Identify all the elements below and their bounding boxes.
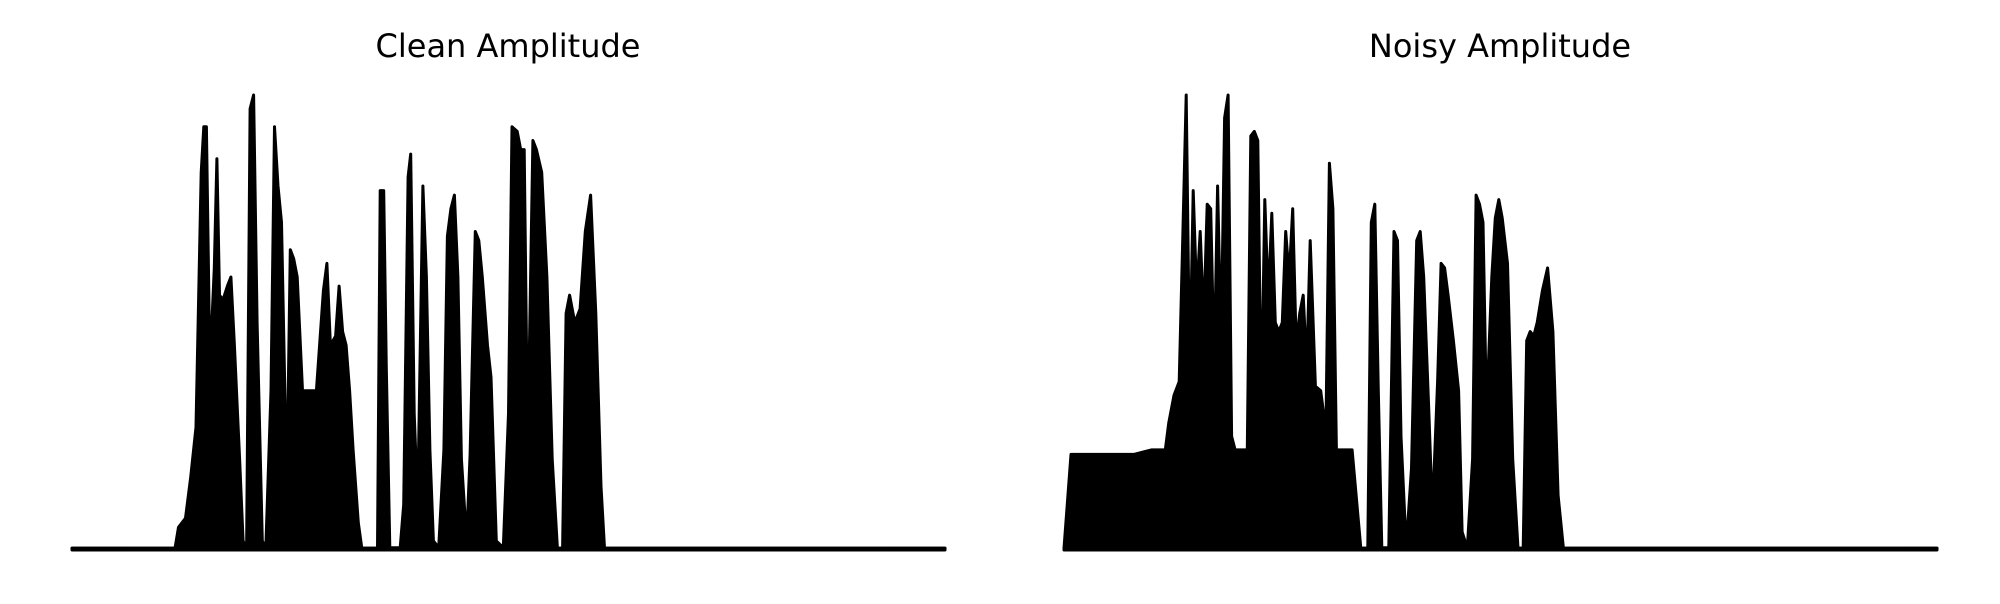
chart-title-noisy: Noisy Amplitude <box>1369 27 1631 65</box>
plot-area-noisy <box>1062 93 1939 552</box>
chart-noisy-amplitude: Noisy Amplitude <box>1062 27 1939 552</box>
chart-title-clean: Clean Amplitude <box>376 27 641 65</box>
waveform-area <box>1062 93 1939 552</box>
waveform-area <box>70 93 947 552</box>
chart-clean-amplitude: Clean Amplitude <box>70 27 947 552</box>
plot-area-clean <box>70 93 947 552</box>
